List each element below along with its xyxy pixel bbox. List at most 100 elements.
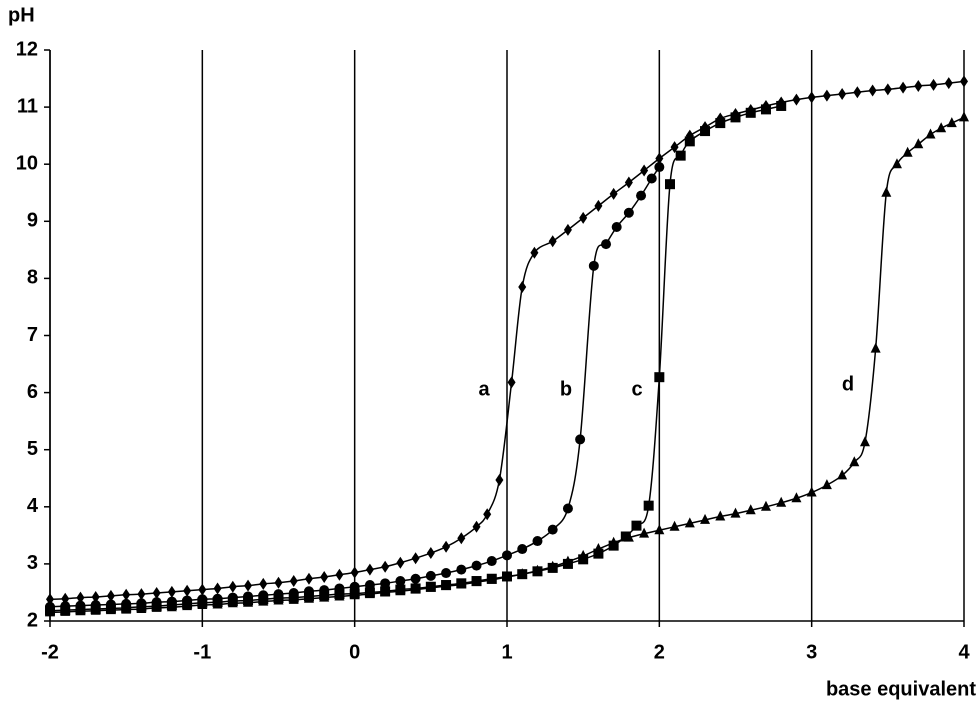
point [730,112,741,123]
point [631,520,642,531]
point [380,586,391,597]
point [45,606,55,617]
point [870,342,881,353]
point [335,568,344,581]
y-tick-label: 11 [17,95,38,117]
y-tick-label: 2 [27,609,38,631]
point [700,126,711,137]
point [91,591,100,604]
point [902,146,913,157]
y-tick-label: 4 [27,495,39,517]
point [304,572,313,585]
point [60,605,71,616]
point [914,79,923,92]
point [776,496,787,507]
point [349,589,360,600]
point [198,583,207,596]
point [636,190,647,201]
point [929,78,938,91]
point [853,86,862,99]
point [364,588,375,599]
x-tick-label: 3 [806,641,817,663]
point [507,376,516,389]
point [849,456,860,467]
point [483,508,492,521]
point [380,578,391,589]
point [868,84,877,97]
point [212,598,223,609]
point [946,117,957,128]
series-label: b [560,378,572,400]
point [944,77,953,90]
point [152,587,161,600]
point [593,548,604,559]
point [381,560,390,573]
point [365,563,374,576]
point [456,564,467,575]
point [273,594,284,605]
y-tick-label: 6 [27,381,38,403]
point [547,524,558,535]
series-label: d [842,373,854,395]
point [883,83,892,96]
point [517,544,528,555]
point [76,591,85,604]
point [588,260,599,271]
point [715,118,726,129]
point [486,556,497,567]
point [563,223,572,236]
point [899,81,908,94]
point [675,150,686,161]
point [75,605,86,616]
point [395,585,406,596]
point [243,596,254,607]
point [646,173,657,184]
point [274,576,283,589]
point [837,469,848,480]
point [611,222,622,233]
y-tick-label: 5 [27,438,38,460]
point [183,584,192,597]
x-tick-label: 0 [349,641,360,663]
x-axis-label: base equivalent [826,678,976,700]
point [925,128,936,139]
y-tick-label: 12 [16,38,38,60]
point [517,568,528,579]
point [471,560,482,571]
point [575,434,586,445]
point [684,517,695,528]
point [807,91,816,104]
point [562,555,573,566]
point [151,601,162,612]
point [289,575,298,588]
point [838,87,847,100]
point [654,372,665,383]
point [578,549,589,560]
point [350,566,359,579]
point [137,588,146,601]
point [167,585,176,598]
point [495,473,504,486]
point [90,604,101,615]
point [601,239,612,250]
point [121,603,132,614]
series-line [49,105,782,612]
point [530,246,539,259]
point [425,570,436,581]
y-tick-label: 9 [27,210,38,232]
point [593,543,604,554]
point [913,138,924,149]
point [502,571,512,582]
point [197,599,208,610]
y-tick-label: 8 [27,267,38,289]
point [664,179,675,190]
point [821,479,832,490]
point [643,500,654,511]
point [745,107,756,118]
point [319,591,330,602]
point [624,176,633,189]
point [395,576,406,587]
point [410,573,421,584]
point [472,520,481,533]
